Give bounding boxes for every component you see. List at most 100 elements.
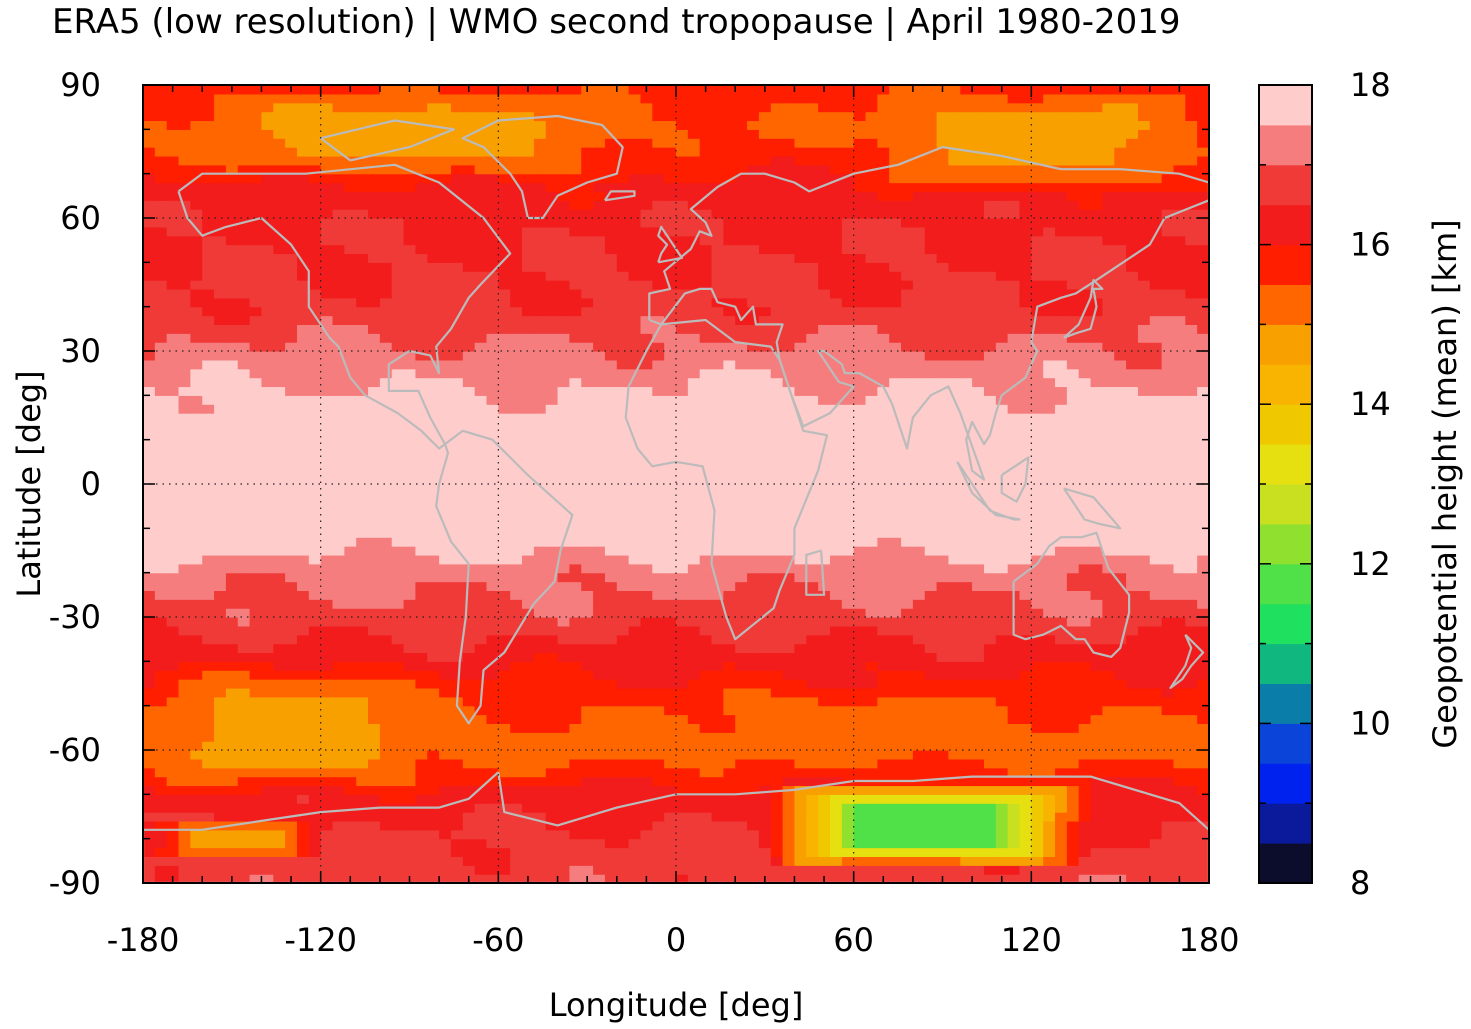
heatmap-cell: [676, 829, 689, 840]
heatmap-cell: [865, 661, 878, 671]
heatmap-cell: [983, 484, 997, 494]
heatmap-cell: [450, 661, 464, 671]
heatmap-cell: [924, 492, 938, 503]
heatmap-cell: [439, 803, 452, 813]
heatmap-cell: [794, 466, 807, 476]
heatmap-cell: [143, 812, 156, 822]
heatmap-cell: [368, 554, 381, 565]
heatmap-cell: [735, 457, 748, 467]
heatmap-cell: [924, 599, 938, 609]
heatmap-cell: [190, 705, 203, 716]
heatmap-cell: [1078, 714, 1092, 724]
heatmap-cell: [1031, 847, 1044, 857]
heatmap-cell: [569, 492, 582, 503]
heatmap-cell: [486, 643, 499, 654]
heatmap-cell: [332, 590, 345, 600]
heatmap-cell: [308, 847, 322, 857]
heatmap-cell: [143, 856, 156, 866]
heatmap-cell: [1007, 847, 1021, 857]
heatmap-cell: [486, 820, 499, 831]
heatmap-cell: [1007, 492, 1021, 503]
heatmap-cell: [486, 776, 499, 787]
heatmap-cell: [593, 475, 606, 485]
heatmap-cell: [273, 528, 286, 538]
heatmap-cell: [202, 475, 215, 485]
heatmap-cell: [391, 501, 405, 512]
heatmap-cell: [782, 537, 796, 547]
heatmap-cell: [770, 820, 784, 831]
heatmap-cell: [829, 484, 843, 494]
heatmap-cell: [249, 643, 263, 654]
heatmap-cell: [1090, 554, 1103, 565]
heatmap-cell: [877, 492, 890, 503]
heatmap-cell: [758, 404, 772, 414]
heatmap-cell: [296, 820, 310, 831]
heatmap-cell: [225, 466, 239, 476]
heatmap-cell: [936, 865, 950, 875]
heatmap-cell: [723, 723, 736, 733]
heatmap-cell: [960, 510, 973, 521]
heatmap-cell: [687, 395, 701, 405]
heatmap-cell: [829, 430, 843, 441]
heatmap-cell: [285, 847, 298, 857]
heatmap-cell: [403, 448, 417, 458]
heatmap-cell: [1090, 679, 1103, 689]
heatmap-cell: [912, 475, 926, 485]
heatmap-cell: [1078, 457, 1092, 467]
heatmap-cell: [604, 617, 618, 627]
heatmap-cell: [581, 865, 594, 875]
heatmap-cell: [1078, 696, 1092, 707]
heatmap-cell: [604, 457, 618, 467]
heatmap-cell: [782, 705, 796, 716]
heatmap-cell: [332, 758, 345, 769]
heatmap-cell: [178, 448, 191, 458]
heatmap-cell: [687, 643, 701, 654]
heatmap-cell: [1185, 501, 1198, 512]
heatmap-cell: [237, 705, 251, 716]
heatmap-cell: [806, 421, 819, 432]
heatmap-cell: [450, 705, 464, 716]
heatmap-cell: [983, 404, 997, 414]
heatmap-cell: [711, 475, 724, 485]
heatmap-cell: [368, 812, 381, 822]
heatmap-cell: [202, 838, 215, 849]
heatmap-cell: [1185, 484, 1198, 494]
heatmap-cell: [522, 696, 535, 707]
heatmap-cell: [214, 874, 227, 883]
heatmap-cell: [225, 803, 239, 813]
heatmap-cell: [735, 776, 748, 787]
heatmap-cell: [794, 865, 807, 875]
heatmap-cell: [486, 670, 499, 680]
heatmap-cell: [225, 705, 239, 716]
heatmap-cell: [344, 794, 357, 804]
heatmap-cell: [829, 413, 843, 423]
heatmap-cell: [332, 457, 345, 467]
heatmap-cell: [1055, 563, 1068, 574]
heatmap-cell: [593, 404, 606, 414]
heatmap-cell: [995, 714, 1009, 724]
heatmap-cell: [427, 466, 440, 476]
heatmap-cell: [486, 563, 499, 574]
heatmap-cell: [510, 519, 523, 529]
heatmap-cell: [1197, 670, 1209, 680]
heatmap-cell: [569, 670, 582, 680]
heatmap-cell: [912, 865, 926, 875]
heatmap-cell: [1161, 404, 1175, 414]
heatmap-cell: [877, 466, 890, 476]
heatmap-cell: [332, 820, 345, 831]
heatmap-cell: [806, 599, 819, 609]
heatmap-cell: [972, 413, 985, 423]
heatmap-cell: [545, 599, 559, 609]
heatmap-cell: [154, 758, 168, 769]
heatmap-cell: [285, 421, 298, 432]
heatmap-cell: [498, 546, 511, 556]
heatmap-cell: [379, 457, 393, 467]
heatmap-cell: [557, 820, 570, 831]
heatmap-cell: [166, 625, 180, 636]
heatmap-cell: [178, 404, 191, 414]
heatmap-cell: [273, 820, 286, 831]
heatmap-cell: [889, 404, 902, 414]
heatmap-cell: [877, 608, 890, 618]
heatmap-cell: [296, 865, 310, 875]
heatmap-cell: [427, 687, 440, 698]
